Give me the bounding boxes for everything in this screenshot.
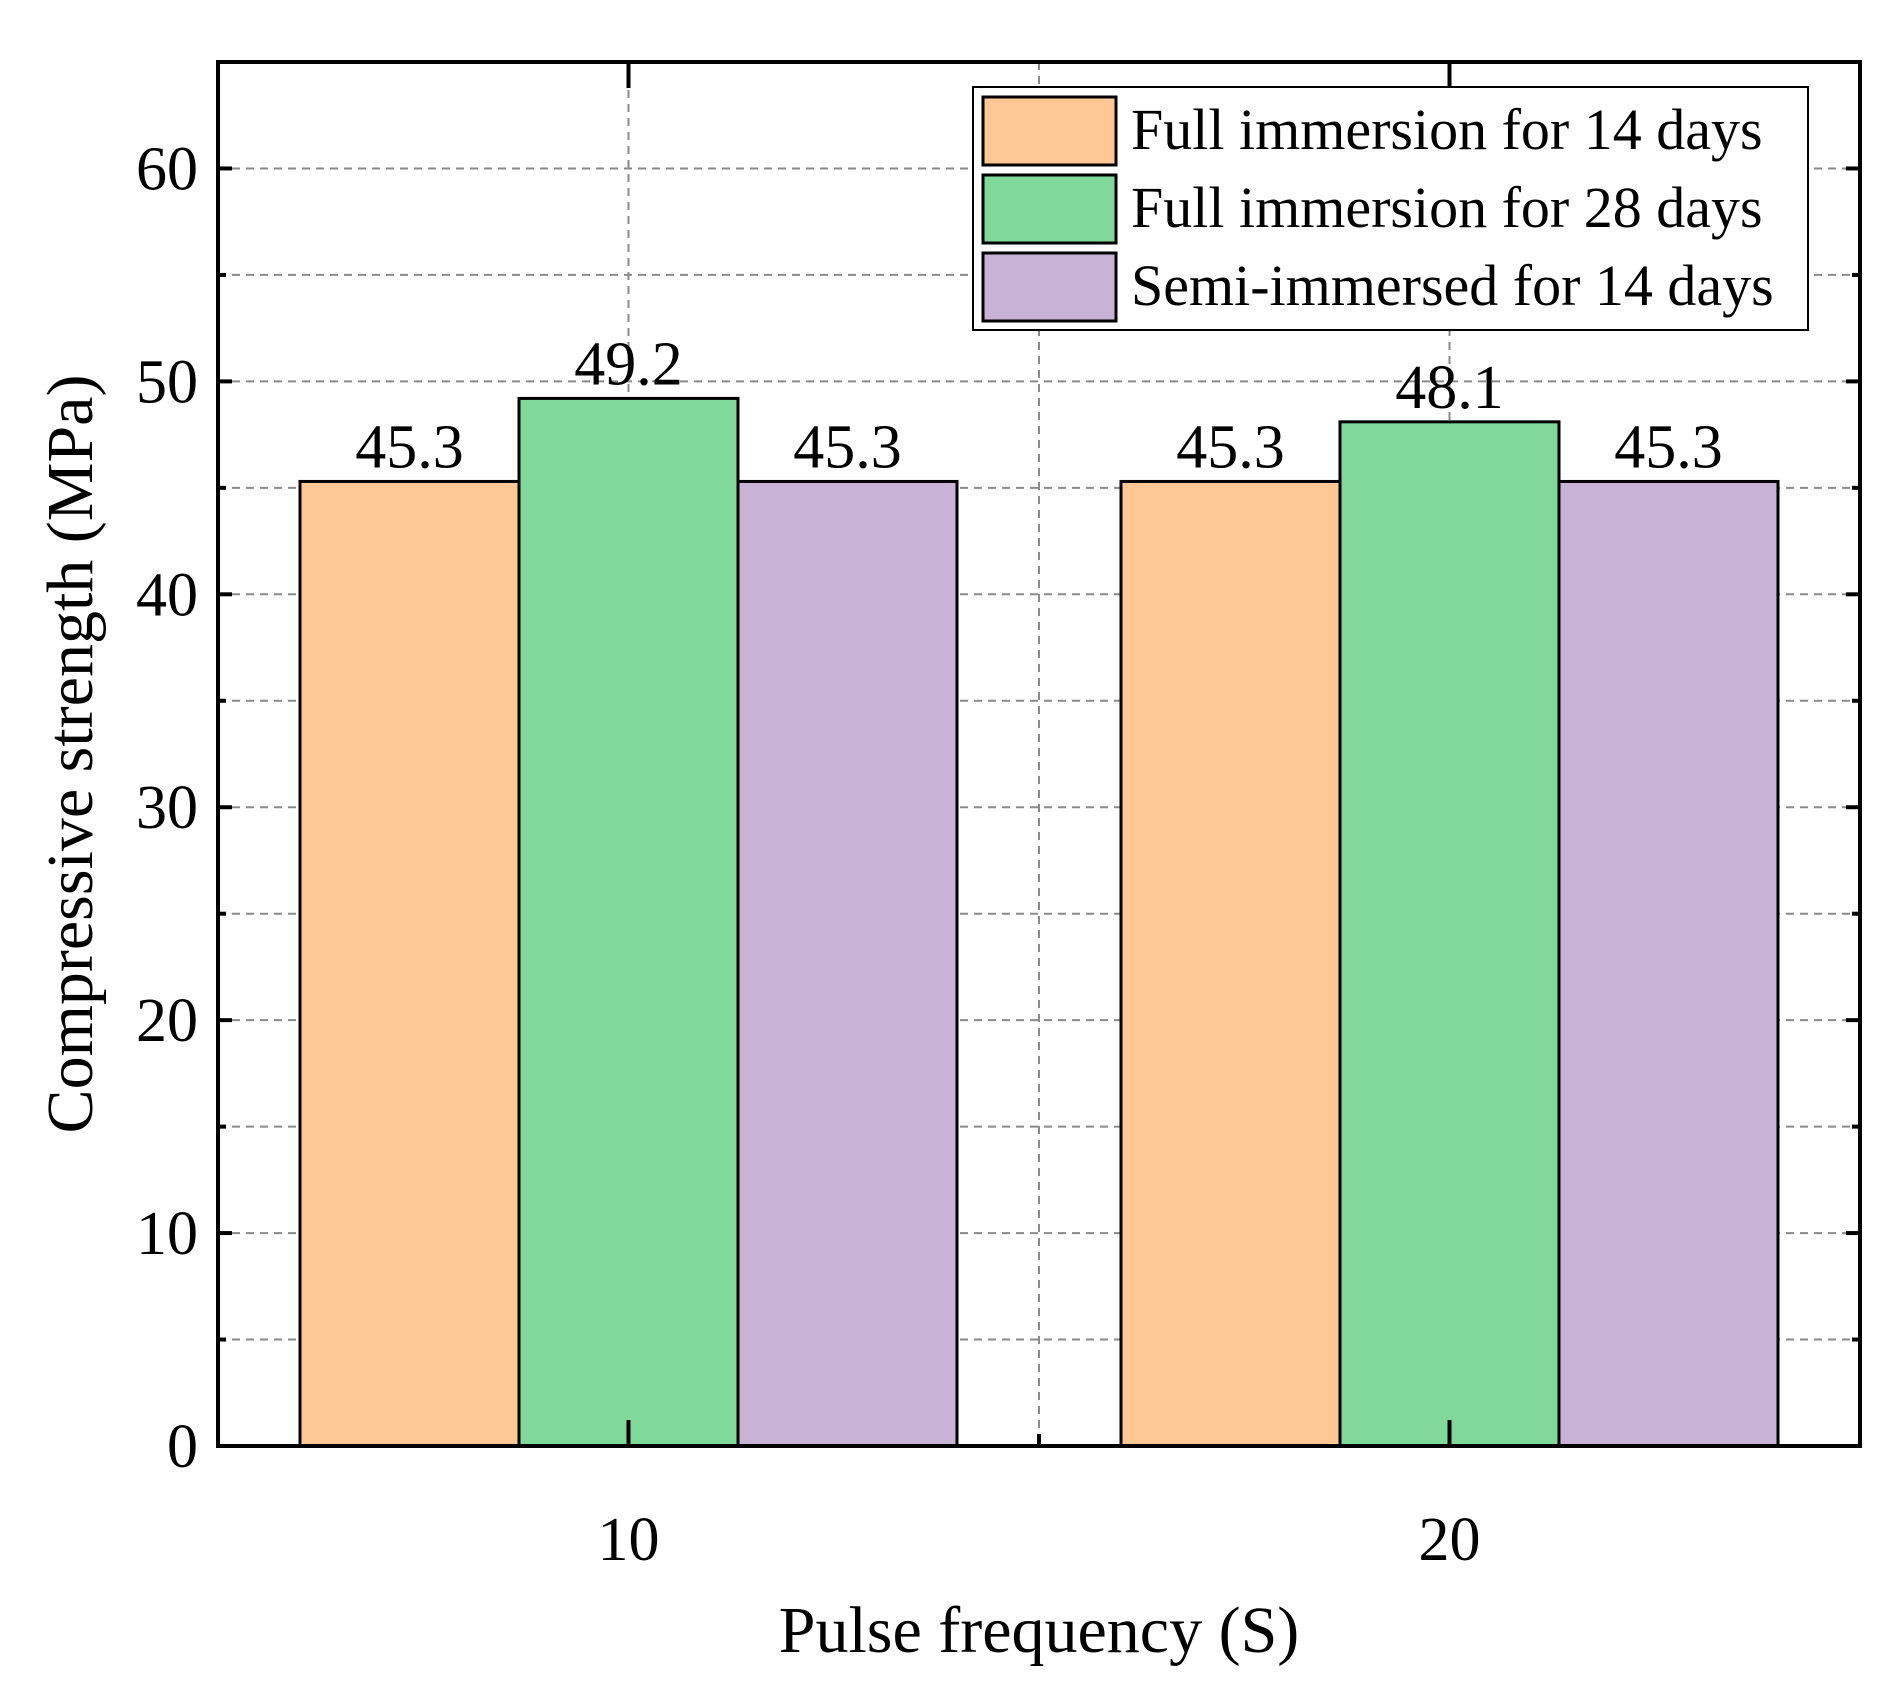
y-tick-label: 20 <box>136 987 198 1055</box>
legend-swatch <box>981 173 1118 245</box>
y-tick-label: 30 <box>136 774 198 842</box>
bars <box>298 396 1780 1448</box>
legend-label: Full immersion for 28 days <box>1131 175 1763 240</box>
x-tick-label: 20 <box>1419 1506 1481 1574</box>
data-label: 45.3 <box>793 413 902 481</box>
data-label: 48.1 <box>1395 354 1504 422</box>
y-tick-label: 40 <box>136 561 198 629</box>
legend-label: Semi-immersed for 14 days <box>1131 253 1774 318</box>
bar <box>298 479 521 1448</box>
bar <box>517 396 740 1448</box>
bar <box>1557 479 1780 1448</box>
bar <box>736 479 959 1448</box>
y-axis-label: Compressive strength (MPa) <box>34 375 107 1134</box>
legend-swatch <box>981 251 1118 323</box>
data-label: 45.3 <box>1614 413 1723 481</box>
x-tick-label: 10 <box>598 1506 660 1574</box>
data-label: 45.3 <box>1176 413 1285 481</box>
y-tick-labels: 0 10 20 30 40 50 60 <box>136 135 198 1481</box>
y-tick-label: 60 <box>136 135 198 203</box>
bar <box>1338 420 1561 1448</box>
data-label: 45.3 <box>355 413 464 481</box>
y-tick-label: 10 <box>136 1200 198 1268</box>
bar <box>1119 479 1342 1448</box>
legend: Full immersion for 14 days Full immersion… <box>972 86 1809 331</box>
y-tick-label: 50 <box>136 348 198 416</box>
data-labels: 45.3 45.3 49.2 48.1 45.3 45.3 <box>355 330 1723 481</box>
legend-swatch <box>981 95 1118 167</box>
x-axis-label: Pulse frequency (S) <box>779 1594 1300 1667</box>
legend-label: Full immersion for 14 days <box>1131 97 1763 162</box>
data-label: 49.2 <box>574 330 683 398</box>
x-tick-labels: 10 20 <box>598 1506 1481 1574</box>
y-tick-label: 0 <box>167 1413 198 1481</box>
axis-ticks <box>218 62 1860 1448</box>
